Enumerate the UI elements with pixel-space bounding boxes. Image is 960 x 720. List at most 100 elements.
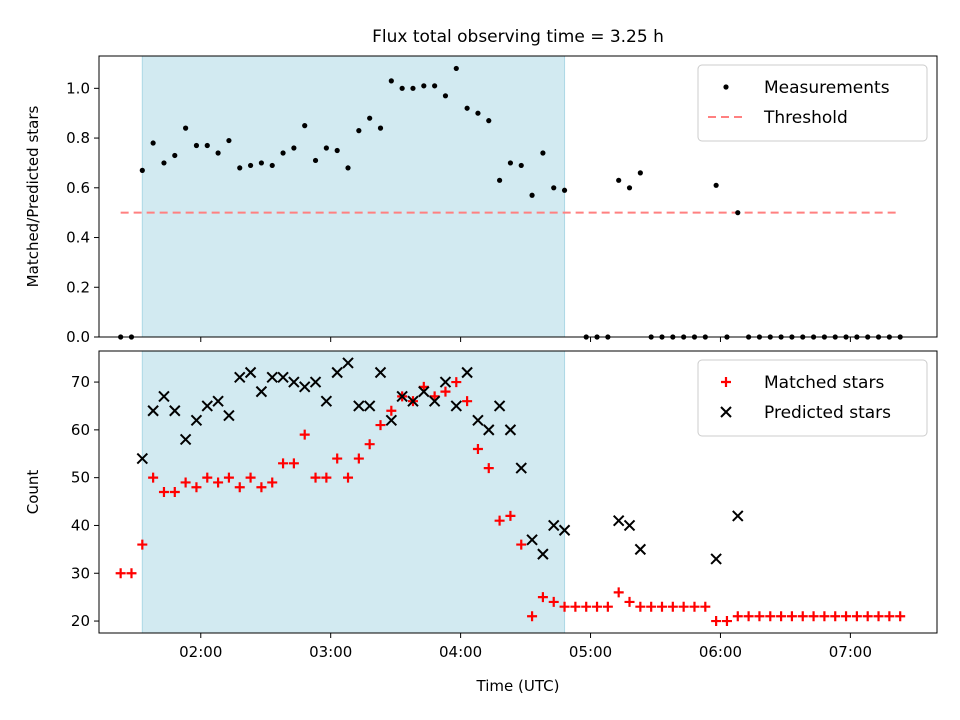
top-point (226, 137, 232, 144)
top-point (345, 165, 351, 171)
bottom-legend-marker (720, 406, 732, 418)
bottom-point (462, 396, 473, 407)
top-point (399, 85, 405, 91)
top-point (215, 150, 221, 156)
bottom-point (386, 405, 397, 416)
top-point (496, 177, 503, 183)
top-point (139, 167, 145, 173)
bottom-point (180, 477, 191, 488)
top-legend-box (697, 64, 928, 142)
bottom-point (634, 543, 647, 556)
bottom-ytick-label: 60 (71, 421, 90, 439)
bottom-point (353, 453, 364, 464)
bottom-point (797, 611, 808, 622)
bottom-ytick-label: 40 (71, 516, 90, 534)
bottom-point (320, 395, 333, 407)
top-ytick-label: 0.6 (66, 179, 90, 197)
bottom-point (483, 424, 495, 436)
bottom-ytick-label: 30 (71, 564, 90, 582)
bottom-point (646, 601, 657, 612)
top-point (323, 145, 329, 151)
bottom-point (223, 472, 234, 483)
top-legend-label: Threshold (763, 108, 848, 128)
bottom-xtick-label: 02:00 (179, 643, 222, 661)
bottom-point (115, 568, 126, 579)
bottom-point (732, 510, 744, 522)
bottom-point (472, 443, 483, 454)
top-point (518, 162, 524, 169)
bottom-point (212, 395, 224, 407)
bottom-axes-frame (98, 350, 938, 634)
bottom-point (385, 414, 398, 427)
top-ytick-label: 0.0 (66, 328, 90, 346)
top-point (637, 170, 643, 176)
bottom-point (256, 482, 267, 493)
bottom-point (126, 568, 137, 579)
bottom-point (786, 611, 797, 622)
top-ytick-label: 0.2 (66, 278, 90, 296)
bottom-point (624, 596, 635, 607)
bottom-point (288, 458, 299, 469)
top-point (269, 162, 275, 169)
bottom-point (396, 390, 408, 403)
top-point (367, 115, 373, 121)
chart-title: Flux total observing time = 3.25 h (372, 27, 664, 47)
bottom-point (278, 458, 289, 469)
bottom-point (190, 414, 203, 427)
bottom-point (169, 487, 180, 497)
bottom-point (743, 611, 754, 622)
bottom-point (266, 371, 278, 383)
bottom-point (201, 400, 213, 412)
top-panel: 0.0 0.2 0.4 0.6 0.8 1.0 Matched/Predicted star… (24, 55, 938, 346)
bottom-point (461, 366, 473, 379)
top-legend-marker (723, 84, 729, 90)
bottom-legend-marker (721, 377, 731, 387)
bottom-point (873, 611, 884, 622)
bottom-point (516, 539, 527, 550)
bottom-point (191, 482, 202, 493)
bottom-point (493, 400, 506, 412)
bottom-point (277, 371, 289, 383)
top-shaded-interval (141, 55, 566, 338)
top-point (616, 177, 622, 183)
top-point (486, 118, 492, 124)
bottom-point (418, 381, 429, 392)
bottom-point (613, 587, 624, 598)
bottom-point (288, 376, 300, 388)
bottom-point (331, 366, 343, 379)
bottom-point (656, 601, 667, 612)
bottom-point (602, 601, 613, 612)
bottom-point (721, 616, 732, 627)
bottom-point (515, 462, 527, 474)
bottom-point (558, 524, 571, 536)
top-point (258, 160, 265, 166)
bottom-point (635, 601, 646, 612)
top-point (432, 83, 438, 89)
bottom-point (353, 400, 365, 412)
top-point (561, 187, 568, 193)
bottom-point (776, 611, 787, 622)
top-point (193, 142, 200, 149)
top-point (247, 162, 254, 169)
bottom-point (234, 482, 245, 493)
bottom-point (570, 601, 581, 612)
top-point (442, 93, 449, 99)
top-point (421, 83, 427, 89)
bottom-xtick-label: 04:00 (439, 643, 482, 661)
top-point (464, 105, 470, 111)
bottom-point (451, 377, 462, 388)
bottom-point (179, 433, 192, 446)
bottom-legend-label: Predicted stars (764, 403, 891, 423)
bottom-point (158, 487, 169, 497)
bottom-xtick-label: 07:00 (829, 643, 872, 661)
bottom-point (407, 395, 419, 407)
bottom-panel: 20 30 40 50 60 70 02:00 03:00 04:00 05:00 06:00 07:… (24, 350, 938, 661)
top-point (551, 185, 557, 191)
top-point (302, 123, 308, 129)
bottom-point (342, 357, 354, 369)
top-point (626, 185, 633, 191)
top-point (529, 192, 535, 198)
bottom-point (819, 611, 830, 622)
top-point (540, 150, 546, 156)
